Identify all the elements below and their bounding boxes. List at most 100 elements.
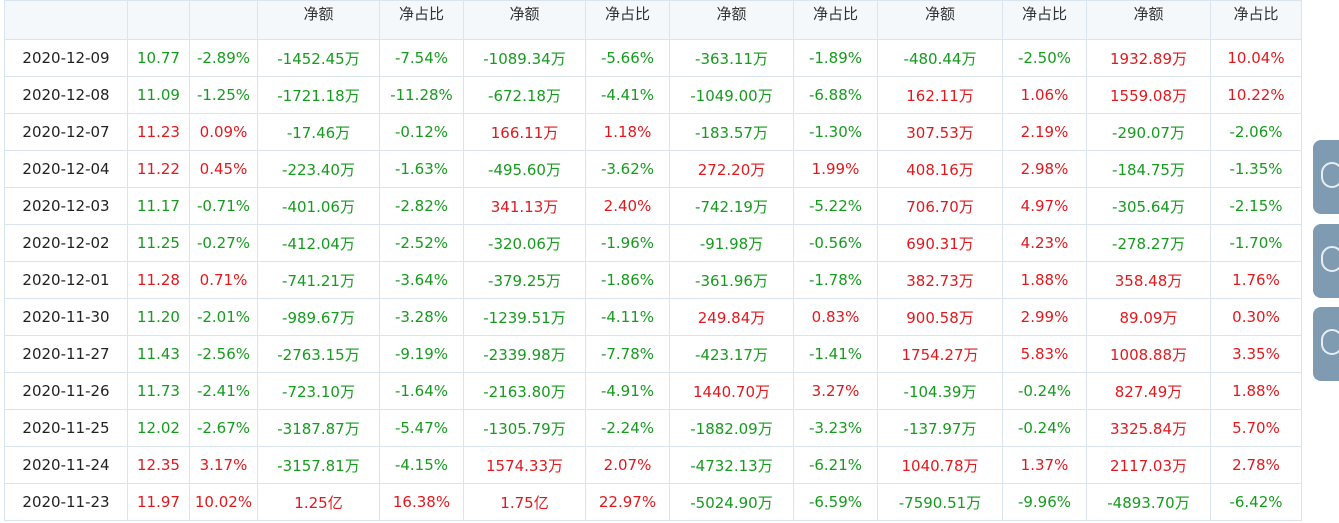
net-amount-cell: -1882.09万 <box>669 409 794 447</box>
net-ratio-cell: 2.99% <box>1002 298 1087 336</box>
net-amount-cell: -7590.51万 <box>877 483 1003 521</box>
net-ratio-cell: -2.50% <box>1002 39 1087 77</box>
net-ratio-cell: -1.86% <box>585 261 670 299</box>
net-ratio-cell: -2.82% <box>379 187 464 225</box>
net-amount-cell: 166.11万 <box>463 113 586 151</box>
net-amount-cell: 1932.89万 <box>1086 39 1211 77</box>
net-amount-cell: -1721.18万 <box>257 76 380 114</box>
net-amount-cell: -480.44万 <box>877 39 1003 77</box>
date-cell: 2020-12-01 <box>4 261 128 299</box>
net-amount-cell: -4893.70万 <box>1086 483 1211 521</box>
header-net-ratio[interactable]: 净占比 <box>793 0 878 40</box>
change-percent-cell: 0.71% <box>189 261 258 299</box>
rail-button-icon <box>1321 246 1339 272</box>
net-ratio-cell: -1.70% <box>1210 224 1302 262</box>
net-amount-cell: 358.48万 <box>1086 261 1211 299</box>
net-amount-cell: 1008.88万 <box>1086 335 1211 373</box>
fund-flow-table-container: 净额 净占比 净额 净占比 净额 净占比 净额 净占比 净额 净占比 2020-… <box>4 0 1302 521</box>
net-ratio-cell: 2.78% <box>1210 446 1302 484</box>
net-ratio-cell: -6.42% <box>1210 483 1302 521</box>
side-rail-button[interactable] <box>1313 140 1339 214</box>
change-percent-cell: 0.09% <box>189 113 258 151</box>
net-amount-cell: -4732.13万 <box>669 446 794 484</box>
header-net-amount[interactable]: 净额 <box>257 0 380 40</box>
net-ratio-cell: -1.89% <box>793 39 878 77</box>
change-percent-cell: -0.27% <box>189 224 258 262</box>
net-ratio-cell: -2.15% <box>1210 187 1302 225</box>
table-row: 2020-12-04 11.22 0.45% -223.40万 -1.63% -495.6… <box>4 150 1302 188</box>
net-amount-cell: -2763.15万 <box>257 335 380 373</box>
change-percent-cell: -2.41% <box>189 372 258 410</box>
header-net-amount[interactable]: 净额 <box>877 0 1003 40</box>
table-row: 2020-11-30 11.20 -2.01% -989.67万 -3.28% -1239… <box>4 298 1302 336</box>
net-ratio-cell: -4.11% <box>585 298 670 336</box>
net-ratio-cell: 10.04% <box>1210 39 1302 77</box>
date-cell: 2020-11-30 <box>4 298 128 336</box>
change-percent-cell: -2.01% <box>189 298 258 336</box>
net-ratio-cell: 16.38% <box>379 483 464 521</box>
net-ratio-cell: -4.15% <box>379 446 464 484</box>
net-ratio-cell: -7.78% <box>585 335 670 373</box>
side-rail-button[interactable] <box>1313 224 1339 298</box>
close-price-cell: 11.73 <box>127 372 190 410</box>
table-row: 2020-11-25 12.02 -2.67% -3187.87万 -5.47% -130… <box>4 409 1302 447</box>
net-ratio-cell: -3.23% <box>793 409 878 447</box>
net-amount-cell: -91.98万 <box>669 224 794 262</box>
net-amount-cell: -3157.81万 <box>257 446 380 484</box>
net-ratio-cell: -2.24% <box>585 409 670 447</box>
net-ratio-cell: 1.88% <box>1002 261 1087 299</box>
net-ratio-cell: -1.96% <box>585 224 670 262</box>
net-ratio-cell: -11.28% <box>379 76 464 114</box>
net-amount-cell: -1452.45万 <box>257 39 380 77</box>
net-ratio-cell: -1.41% <box>793 335 878 373</box>
net-ratio-cell: -1.64% <box>379 372 464 410</box>
header-net-amount[interactable]: 净额 <box>669 0 794 40</box>
net-ratio-cell: -5.22% <box>793 187 878 225</box>
date-cell: 2020-12-09 <box>4 39 128 77</box>
net-ratio-cell: -6.21% <box>793 446 878 484</box>
header-net-ratio[interactable]: 净占比 <box>1210 0 1302 40</box>
close-price-cell: 11.23 <box>127 113 190 151</box>
close-price-cell: 10.77 <box>127 39 190 77</box>
date-cell: 2020-11-27 <box>4 335 128 373</box>
net-ratio-cell: 5.70% <box>1210 409 1302 447</box>
net-amount-cell: 249.84万 <box>669 298 794 336</box>
net-ratio-cell: -3.28% <box>379 298 464 336</box>
net-amount-cell: -989.67万 <box>257 298 380 336</box>
net-amount-cell: 1.25亿 <box>257 483 380 521</box>
net-amount-cell: -361.96万 <box>669 261 794 299</box>
net-ratio-cell: -7.54% <box>379 39 464 77</box>
net-amount-cell: -379.25万 <box>463 261 586 299</box>
side-rail-button[interactable] <box>1313 307 1339 381</box>
net-amount-cell: -741.21万 <box>257 261 380 299</box>
net-ratio-cell: -9.19% <box>379 335 464 373</box>
table-row: 2020-11-23 11.97 10.02% 1.25亿 16.38% 1.75亿 22.… <box>4 483 1302 521</box>
net-ratio-cell: 10.22% <box>1210 76 1302 114</box>
table-row: 2020-12-08 11.09 -1.25% -1721.18万 -11.28% -67… <box>4 76 1302 114</box>
net-amount-cell: -184.75万 <box>1086 150 1211 188</box>
header-net-ratio[interactable]: 净占比 <box>1002 0 1087 40</box>
close-price-cell: 11.97 <box>127 483 190 521</box>
net-amount-cell: -104.39万 <box>877 372 1003 410</box>
table-row: 2020-11-26 11.73 -2.41% -723.10万 -1.64% -2163… <box>4 372 1302 410</box>
net-ratio-cell: -9.96% <box>1002 483 1087 521</box>
rail-button-icon <box>1321 329 1339 355</box>
header-net-amount[interactable]: 净额 <box>1086 0 1211 40</box>
net-ratio-cell: -1.63% <box>379 150 464 188</box>
rail-button-icon <box>1321 162 1339 188</box>
change-percent-cell: -1.25% <box>189 76 258 114</box>
net-amount-cell: 2117.03万 <box>1086 446 1211 484</box>
header-net-ratio[interactable]: 净占比 <box>379 0 464 40</box>
header-net-ratio[interactable]: 净占比 <box>585 0 670 40</box>
net-ratio-cell: 2.98% <box>1002 150 1087 188</box>
net-amount-cell: 89.09万 <box>1086 298 1211 336</box>
net-amount-cell: -401.06万 <box>257 187 380 225</box>
date-cell: 2020-11-25 <box>4 409 128 447</box>
net-amount-cell: 408.16万 <box>877 150 1003 188</box>
net-amount-cell: -290.07万 <box>1086 113 1211 151</box>
net-amount-cell: -320.06万 <box>463 224 586 262</box>
date-cell: 2020-11-26 <box>4 372 128 410</box>
header-net-amount[interactable]: 净额 <box>463 0 586 40</box>
net-amount-cell: -1239.51万 <box>463 298 586 336</box>
net-ratio-cell: 3.35% <box>1210 335 1302 373</box>
